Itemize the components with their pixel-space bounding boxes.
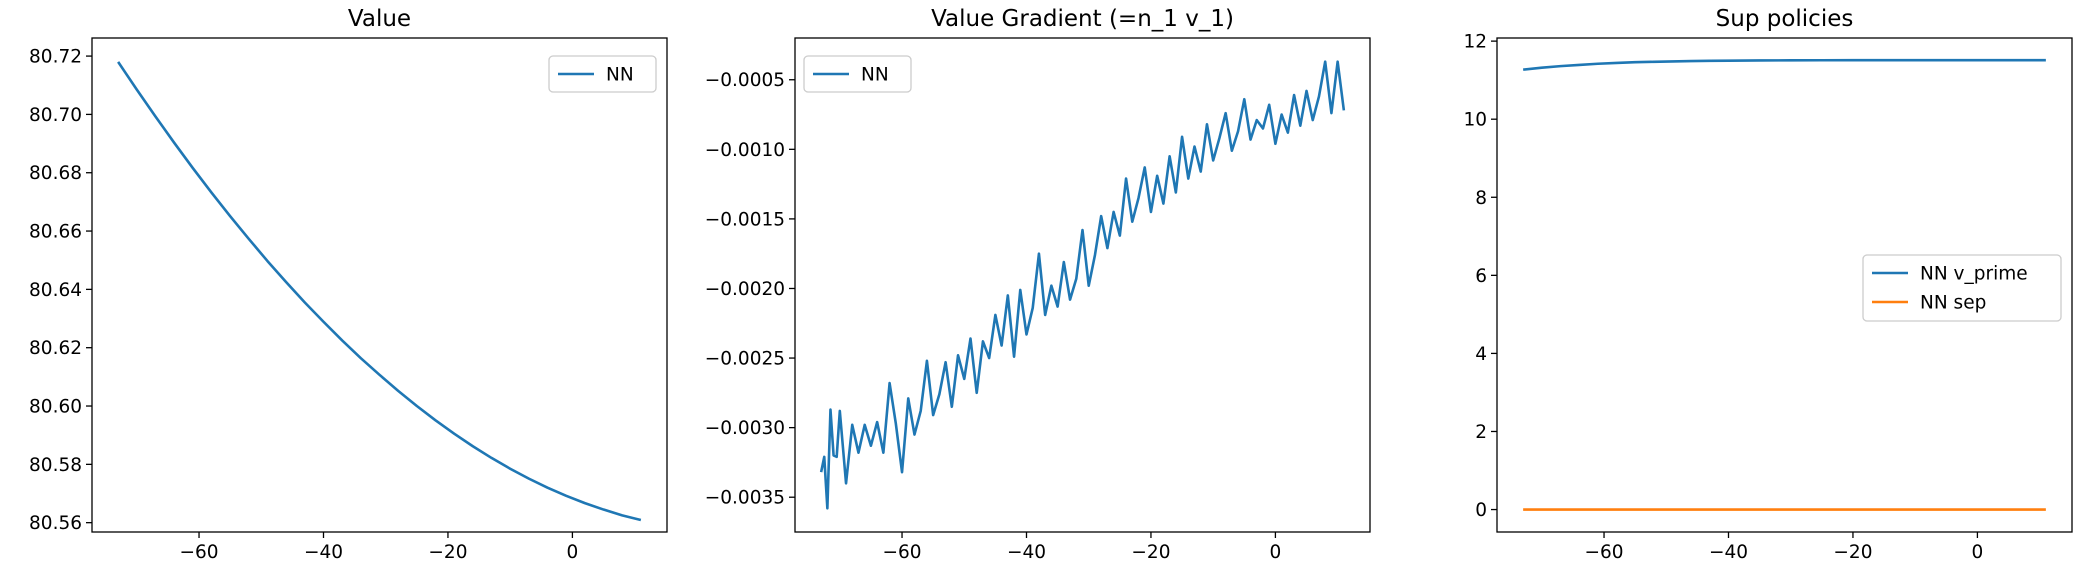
y-tick-label: 2: [1475, 422, 1487, 443]
y-tick-label: 6: [1475, 266, 1487, 287]
x-tick-label: −40: [1709, 542, 1748, 563]
x-tick-label: −20: [1131, 542, 1170, 563]
axes-frame: [91, 37, 668, 533]
x-tick-label: −40: [1007, 542, 1046, 563]
y-tick-label: 10: [1463, 110, 1487, 131]
series-line-1: [1523, 58, 2046, 71]
x-tick-label: −60: [180, 542, 219, 563]
legend: NN: [803, 55, 912, 93]
y-tick-label: −0.0025: [705, 349, 785, 370]
y-tick-label: 80.60: [29, 397, 82, 418]
legend-label: NN: [861, 65, 889, 86]
chart-panel-2: Value Gradient (=n_1 v_1) −60 −40 −20 0 −0.00…: [705, 6, 1371, 563]
x-tick-label: 0: [1270, 542, 1282, 563]
y-tick-label: −0.0035: [705, 488, 785, 509]
legend-box: [1862, 254, 2062, 322]
y-tick-label: −0.0015: [705, 209, 785, 230]
chart-panel-1: Value −60 −40 −20 0 80.56 80.58 80.60 80.62 80.64…: [29, 6, 668, 563]
y-tick-label: 80.56: [29, 513, 82, 534]
x-tick-label: −20: [1833, 542, 1872, 563]
y-tick-label: 80.66: [29, 222, 82, 243]
legend-label: NN: [606, 65, 634, 86]
legend-box: [803, 55, 912, 93]
y-tick-label: 80.64: [29, 280, 82, 301]
axes-frame: [794, 37, 1371, 533]
chart-title: Sup policies: [1716, 6, 1854, 32]
y-tick-label: −0.0030: [705, 418, 785, 439]
y-tick-label: 12: [1463, 32, 1487, 53]
y-tick-label: 8: [1475, 188, 1487, 209]
legend-label: NN v_prime: [1920, 264, 2028, 285]
y-tick-label: 80.62: [29, 338, 82, 359]
chart-title: Value Gradient (=n_1 v_1): [931, 6, 1234, 32]
y-tick-label: −0.0010: [705, 140, 785, 161]
y-tick-label: 0: [1475, 500, 1487, 521]
y-tick-label: −0.0005: [705, 70, 785, 91]
x-tick-label: 0: [1972, 542, 1984, 563]
y-tick-label: −0.0020: [705, 279, 785, 300]
chart-title: Value: [348, 6, 411, 32]
series-line-1: [117, 61, 642, 522]
axes-frame: [1496, 37, 2073, 533]
x-tick-label: −20: [428, 542, 467, 563]
legend-label: NN sep: [1920, 293, 1986, 314]
legend: NN: [548, 55, 657, 93]
series-line-1: [819, 60, 1346, 510]
x-tick-label: −60: [1585, 542, 1624, 563]
y-tick-label: 80.68: [29, 163, 82, 184]
x-tick-label: −60: [883, 542, 922, 563]
legend: NN v_prime NN sep: [1862, 254, 2062, 322]
y-tick-label: 4: [1475, 344, 1487, 365]
chart-panel-3: Sup policies −60 −40 −20 0 0 2 4 6 8 10 12 NN v_prim…: [1463, 6, 2073, 563]
y-tick-label: 80.58: [29, 455, 82, 476]
x-tick-label: 0: [567, 542, 579, 563]
y-tick-label: 80.70: [29, 105, 82, 126]
x-tick-label: −40: [304, 542, 343, 563]
y-tick-label: 80.72: [29, 47, 82, 68]
legend-box: [548, 55, 657, 93]
